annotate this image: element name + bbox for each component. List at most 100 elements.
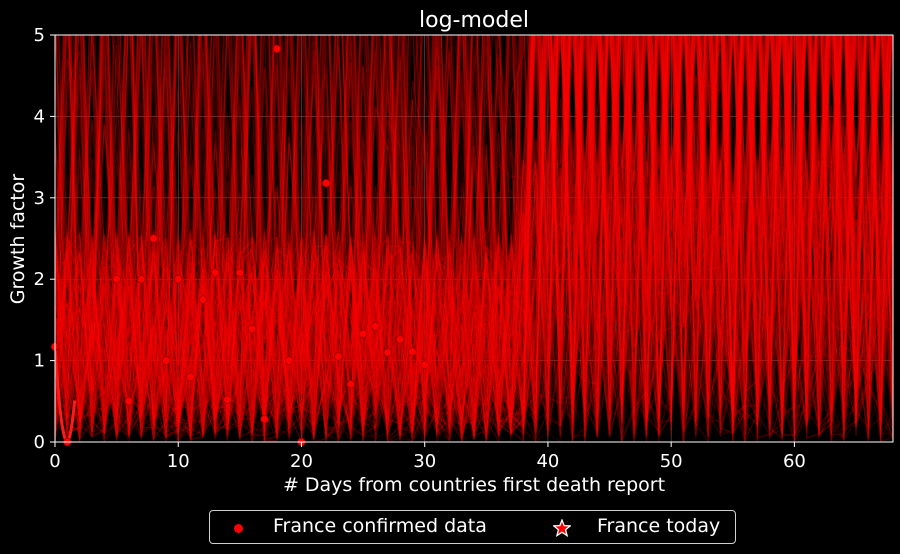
simulated-trajectory <box>57 35 893 442</box>
simulated-trajectory <box>55 35 893 440</box>
simulated-trajectory <box>55 35 893 442</box>
simulated-trajectory <box>55 35 892 438</box>
data-point <box>174 275 183 284</box>
simulated-trajectory <box>55 35 893 436</box>
simulated-trajectory <box>55 35 891 442</box>
simulated-trajectory <box>68 35 891 440</box>
data-point <box>198 295 207 304</box>
simulated-trajectory <box>55 35 893 441</box>
simulated-trajectory <box>55 35 893 442</box>
x-tick-label: 60 <box>783 451 806 472</box>
simulated-trajectory <box>55 35 891 439</box>
simulated-trajectory <box>55 35 893 436</box>
data-point <box>149 234 158 243</box>
fit-curve-line <box>55 346 77 442</box>
data-point <box>272 44 281 53</box>
x-tick-label: 40 <box>536 451 559 472</box>
simulated-trajectory <box>55 35 893 440</box>
simulated-trajectory <box>55 35 893 436</box>
simulated-trajectory <box>55 35 881 438</box>
legend-label-confirmed: France confirmed data <box>273 515 487 537</box>
simulated-trajectory <box>55 35 881 441</box>
simulated-trajectory <box>55 35 892 442</box>
simulated-trajectory <box>55 35 878 438</box>
simulated-trajectory <box>55 35 889 439</box>
simulated-trajectory <box>55 35 893 437</box>
data-point <box>235 268 244 277</box>
simulated-trajectory <box>55 35 889 442</box>
simulated-trajectory <box>55 35 893 442</box>
simulated-trajectory <box>55 35 831 442</box>
simulated-trajectory <box>55 35 893 438</box>
simulated-trajectory <box>55 35 893 436</box>
simulated-trajectory <box>55 35 893 438</box>
simulated-trajectory <box>55 35 880 442</box>
simulated-trajectory <box>55 35 893 441</box>
simulated-trajectory <box>55 35 893 440</box>
simulated-trajectory <box>55 35 893 442</box>
simulated-trajectory <box>55 35 893 442</box>
simulated-trajectory <box>55 35 857 438</box>
simulated-trajectory <box>55 35 893 441</box>
simulated-trajectory <box>55 35 893 434</box>
data-point <box>248 324 257 333</box>
x-tick-label: 0 <box>49 451 60 472</box>
simulated-trajectory <box>55 35 889 442</box>
simulated-trajectory <box>55 35 890 440</box>
simulated-trajectory <box>55 35 893 441</box>
simulated-trajectory <box>55 35 893 440</box>
simulated-trajectory <box>57 35 893 441</box>
simulated-trajectory <box>55 35 893 437</box>
x-tick-label: 20 <box>290 451 313 472</box>
simulated-trajectory <box>55 35 893 442</box>
simulated-trajectory <box>55 35 893 439</box>
simulated-trajectory <box>55 35 893 442</box>
data-point <box>223 395 232 404</box>
simulated-trajectory <box>55 35 893 442</box>
simulated-trajectory <box>55 35 830 442</box>
simulated-trajectory <box>55 35 893 439</box>
y-tick-label: 1 <box>34 351 45 372</box>
simulated-trajectory <box>55 35 893 442</box>
simulated-trajectory <box>55 35 893 437</box>
axis-ticks: 0 10 20 30 40 50 60 0 1 2 3 4 5 <box>34 25 806 472</box>
simulated-trajectory <box>55 35 878 439</box>
simulated-trajectory <box>55 35 893 442</box>
y-tick-label: 2 <box>34 269 45 290</box>
simulated-trajectory <box>55 35 893 436</box>
simulated-trajectory <box>55 35 893 442</box>
simulated-trajectory <box>55 35 868 438</box>
data-point <box>186 372 195 381</box>
simulated-trajectory <box>55 35 892 442</box>
x-axis-label: # Days from countries first death report <box>283 474 665 496</box>
simulated-trajectory <box>55 35 893 442</box>
simulated-trajectory <box>55 35 893 440</box>
simulated-trajectory <box>55 35 890 437</box>
fit-curve <box>55 346 77 442</box>
simulated-trajectory <box>55 35 893 441</box>
legend-label-today: France today <box>597 515 721 537</box>
simulated-trajectory <box>55 35 893 442</box>
simulated-trajectory <box>55 35 884 442</box>
simulated-trajectory <box>55 35 893 440</box>
simulated-trajectory <box>55 35 893 437</box>
simulated-trajectory <box>55 35 865 440</box>
simulated-trajectory <box>55 35 892 442</box>
simulated-trajectory <box>55 35 893 438</box>
simulated-trajectory <box>55 35 893 439</box>
simulated-trajectory <box>55 35 890 440</box>
simulated-trajectory <box>55 35 893 442</box>
data-point <box>137 275 146 284</box>
simulated-trajectory <box>55 35 893 442</box>
y-tick-label: 0 <box>34 432 45 453</box>
data-point <box>112 275 121 284</box>
simulated-trajectory <box>55 35 893 440</box>
simulated-trajectory <box>55 35 893 442</box>
data-point <box>334 352 343 361</box>
simulated-trajectory <box>55 35 893 442</box>
simulated-trajectory <box>55 35 889 434</box>
data-point <box>420 360 429 369</box>
x-tick-label: 30 <box>413 451 436 472</box>
simulated-trajectory <box>55 35 893 438</box>
simulated-trajectory <box>55 35 893 442</box>
